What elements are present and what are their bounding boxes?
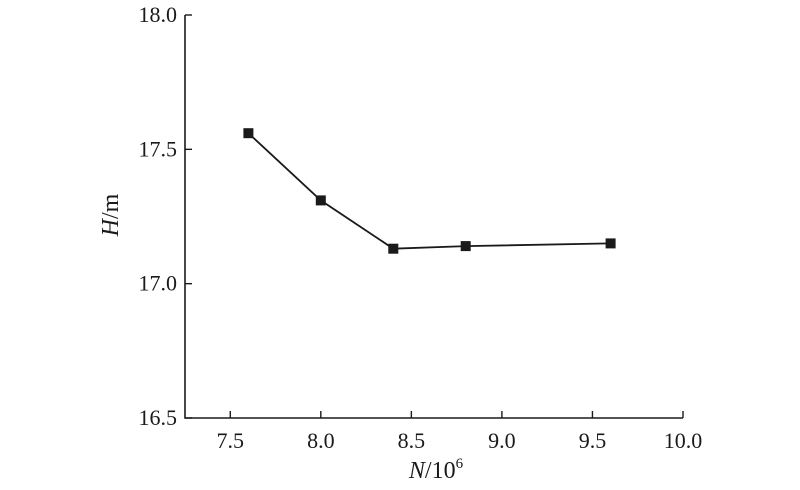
data-point [460,241,471,252]
series-group [243,128,616,254]
y-axis-label-var: H [98,217,124,237]
data-point [315,195,326,206]
y-ticks: 16.5 17.0 17.5 18.0 [139,2,192,430]
x-axis-label-var: N [408,458,427,484]
x-tick-label: 9.0 [488,428,516,453]
x-tick-label: 9.5 [579,428,607,453]
y-tick-label: 18.0 [139,2,178,27]
x-tick-label: 8.0 [307,428,335,453]
x-tick-label: 10.0 [664,428,703,453]
x-axis-label-exponent: 6 [456,456,464,472]
axes [184,15,683,419]
data-point [605,238,616,249]
y-axis-label: H/m [98,193,124,237]
x-tick-label: 7.5 [217,428,245,453]
axis-frame [184,15,683,419]
y-axis-label-unit: /m [98,193,124,219]
data-point [388,243,399,254]
x-tick-label: 8.5 [398,428,426,453]
x-axis-label: N/106 [408,456,464,484]
series-line [247,132,611,250]
y-tick-label: 17.5 [139,136,178,161]
data-point [243,128,254,139]
x-axis-label-unit: /10 [425,458,456,484]
x-ticks: 7.5 8.0 8.5 9.0 9.5 10.0 [217,411,703,453]
y-tick-label: 16.5 [139,405,178,430]
y-tick-label: 17.0 [139,271,178,296]
